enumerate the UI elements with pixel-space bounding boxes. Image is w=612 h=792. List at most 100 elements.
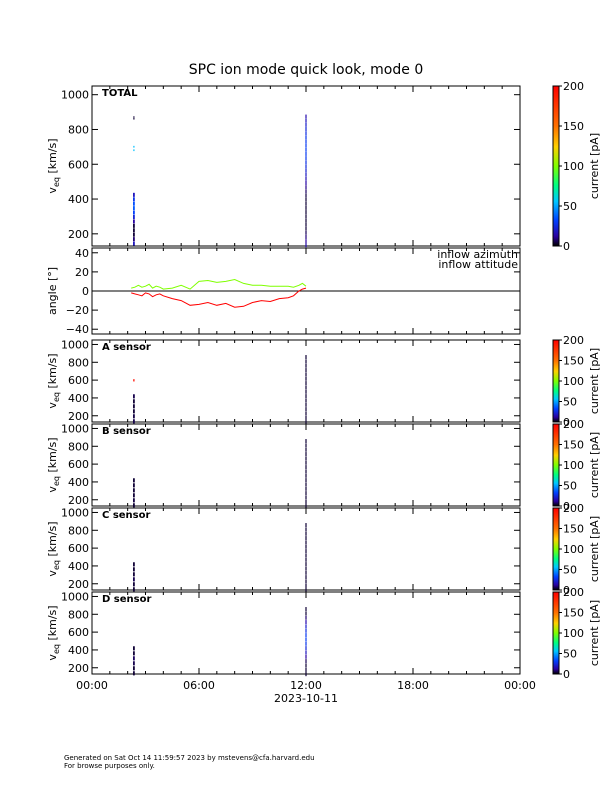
y-tick-label: 800 (68, 608, 89, 621)
spectrogram-cell (305, 570, 307, 575)
spectrogram-cell (305, 389, 307, 394)
panel-label: D sensor (102, 594, 151, 605)
spectrogram-cell (133, 562, 135, 567)
spectrogram-cell (305, 156, 307, 161)
footer-line-1: Generated on Sat Oct 14 11:59:57 2023 by… (64, 754, 315, 762)
spectrogram-cell (305, 172, 307, 177)
colorbar-tick-label: 200 (563, 502, 584, 515)
spectrogram-cell (305, 482, 307, 487)
colorbar-tick-label: 100 (563, 160, 584, 173)
colorbar-tick-label: 100 (563, 375, 584, 388)
spectrogram-cell (305, 185, 307, 190)
y-tick-label: 0 (82, 285, 89, 298)
spectrogram-cell (305, 139, 307, 144)
colorbar-tick-label: 150 (563, 607, 584, 620)
spectrogram-cell (305, 368, 307, 373)
colorbar-tick-label: 50 (563, 564, 577, 577)
spectrogram-cell (133, 498, 135, 503)
spectrogram-cell (305, 226, 307, 231)
spectrogram-cell (305, 562, 307, 567)
spectrogram-cell (305, 575, 307, 580)
spectrogram-cell (305, 486, 307, 491)
spectrogram-cell (305, 523, 307, 528)
spectrogram-cell (305, 168, 307, 173)
spectrogram-cell (133, 661, 135, 666)
spectrogram-cell (305, 197, 307, 202)
spectrogram-cell (305, 663, 307, 668)
spectrogram-cell (305, 611, 307, 616)
spectrogram-cell (133, 577, 135, 582)
spectrogram-cell (305, 628, 307, 633)
colorbar-tick-label: 150 (563, 439, 584, 452)
y-tick-label: 1000 (61, 590, 89, 603)
y-axis-label: veq [km/s] (46, 437, 61, 492)
spectrogram-cell (133, 404, 135, 409)
series-line-inflow-attitude (131, 278, 307, 290)
colorbar-tick-label: 100 (563, 627, 584, 640)
y-tick-label: 200 (68, 578, 89, 591)
y-tick-label: 600 (68, 542, 89, 555)
spectrogram-cell (305, 127, 307, 132)
spectrogram-cell (305, 234, 307, 239)
spectrogram-cell (133, 399, 135, 404)
spectrogram-cell (133, 237, 135, 242)
spectrogram-cell (305, 205, 307, 210)
colorbar (552, 507, 560, 591)
legend-entry: inflow azimuth (437, 248, 518, 261)
spectrogram-cell (305, 527, 307, 532)
spectrogram-cell (305, 376, 307, 381)
spectrogram-cell (133, 116, 135, 118)
spectrogram-cell (133, 493, 135, 498)
x-tick-label: 12:00 (290, 679, 322, 692)
spectrogram-cell (305, 359, 307, 364)
spectrogram-cell (133, 488, 135, 493)
spectrogram-cell (133, 192, 135, 197)
x-tick-label: 00:00 (504, 679, 536, 692)
spectrogram-cell (305, 579, 307, 584)
y-tick-label: 200 (68, 494, 89, 507)
spectrogram-cell (305, 588, 307, 593)
panel-total: 200 400 600 800 1000 veq [km/s] TOTAL 0 50 100 150… (46, 80, 601, 253)
y-tick-label: 1000 (61, 506, 89, 519)
spectrogram-cell (305, 549, 307, 554)
spectrogram-cell (305, 672, 307, 677)
y-axis-label: veq [km/s] (46, 138, 61, 193)
spectrogram-cell (133, 478, 135, 483)
colorbar-label: current [pA] (588, 600, 601, 666)
y-tick-label: −20 (66, 304, 89, 317)
spectrogram-cell (305, 210, 307, 215)
colorbar-tick-label: 0 (563, 416, 570, 429)
spectrogram-cell (305, 667, 307, 672)
spectrogram-cell (305, 540, 307, 545)
spectrogram-cell (305, 659, 307, 664)
colorbar-tick-label: 50 (563, 480, 577, 493)
spectrogram-cell (305, 180, 307, 186)
spectrogram-cell (133, 656, 135, 661)
spectrogram-cell (305, 372, 307, 377)
x-tick-label: 06:00 (183, 679, 215, 692)
spectrogram-cell (305, 557, 307, 562)
y-tick-label: 1000 (61, 422, 89, 435)
y-tick-label: 400 (68, 392, 89, 405)
spectrogram-cell (305, 131, 307, 136)
spectrogram-cell (133, 414, 135, 419)
spectrogram-cell (133, 567, 135, 572)
spectrogram-cell (305, 243, 307, 248)
y-axis-label: veq [km/s] (46, 521, 61, 576)
colorbar-tick-label: 200 (563, 334, 584, 347)
spectrogram-cell (305, 499, 307, 504)
spectrogram-cell (305, 201, 307, 206)
spectrogram-cell (133, 214, 135, 220)
spectrogram-cell (305, 363, 307, 368)
spectrogram-cell (133, 228, 135, 233)
colorbar-label: current [pA] (588, 133, 601, 199)
colorbar-tick-label: 0 (563, 668, 570, 681)
spectrogram-cell (305, 465, 307, 470)
spectrogram-cell (305, 118, 307, 123)
time-axis: 00:00 06:00 12:00 18:00 00:00 (76, 679, 536, 692)
spectrogram-cell (305, 536, 307, 541)
